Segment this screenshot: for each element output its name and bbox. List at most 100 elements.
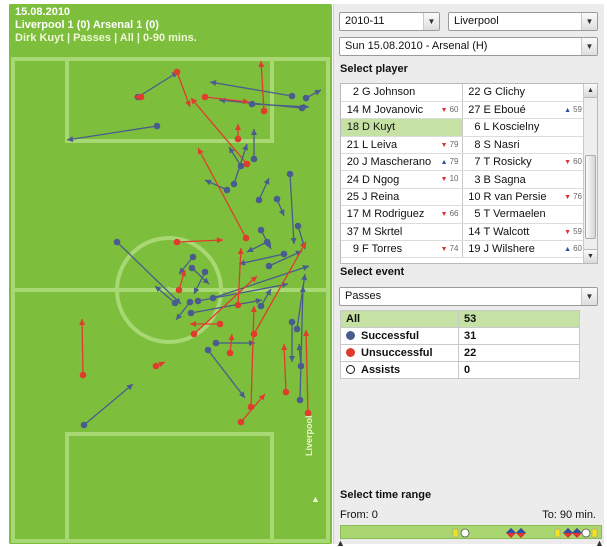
- player-row: 20 J Mascherano ▲ 79 7 T Rosicky ▼ 60: [341, 153, 585, 172]
- pass-arrowhead: [242, 98, 249, 105]
- player-cell[interactable]: 27 E Eboué ▲ 59: [462, 101, 585, 120]
- pass-arrowhead: [289, 356, 295, 362]
- player-cell[interactable]: 19 J Wilshere ▲ 60: [462, 240, 585, 259]
- unsuccessful-pass-origin: [243, 160, 251, 168]
- pass-arrowhead: [158, 361, 165, 368]
- stats-row-successful[interactable]: Successful 31: [340, 327, 580, 345]
- player-name: J Reina: [362, 191, 400, 204]
- stats-row-assists[interactable]: Assists 0: [340, 361, 580, 379]
- substitution-minute: 60: [573, 157, 582, 167]
- player-name: F Torres: [362, 243, 403, 256]
- successful-pass-origin: [288, 92, 296, 100]
- successful-pass-origin: [293, 325, 301, 333]
- sub-on-icon: ▲: [564, 106, 572, 114]
- successful-pass-line: [268, 250, 303, 267]
- successful-pass-line: [66, 125, 158, 141]
- scroll-down-icon[interactable]: ▼: [584, 249, 597, 263]
- player-row: 37 M Skrtel 14 T Walcott ▼ 59: [341, 223, 585, 242]
- pass-arrowhead: [194, 287, 200, 294]
- range-end-handle-icon[interactable]: ▲: [595, 538, 604, 547]
- player-cell[interactable]: 25 J Reina: [341, 188, 463, 207]
- player-cell[interactable]: 17 M Rodriguez ▼ 66: [341, 205, 463, 224]
- unsuccessful-pass-origin: [201, 93, 209, 101]
- substitution-minute: 79: [449, 157, 459, 167]
- unsuccessful-pass-origin: [152, 362, 160, 370]
- player-cell[interactable]: 37 M Skrtel: [341, 223, 463, 242]
- unsuccessful-pass-line: [250, 305, 255, 408]
- sub-off-icon: ▼: [440, 141, 448, 149]
- player-cell[interactable]: 10 R van Persie ▼ 76: [462, 188, 585, 207]
- unsuccessful-pass-origin: [79, 371, 87, 379]
- pass-arrowhead: [179, 267, 186, 274]
- match-select[interactable]: Sun 15.08.2010 - Arsenal (H) ▼: [339, 37, 598, 56]
- chevron-down-icon[interactable]: ▼: [581, 288, 597, 305]
- stats-row-all[interactable]: All 53: [340, 310, 580, 328]
- successful-pass-origin: [194, 297, 202, 305]
- successful-pass-origin: [255, 196, 263, 204]
- unsuccessful-pass-line: [305, 329, 309, 414]
- scroll-thumb[interactable]: [585, 155, 596, 239]
- player-cell[interactable]: 22 G Clichy: [462, 84, 585, 102]
- scroll-up-icon[interactable]: ▲: [584, 84, 597, 98]
- season-select[interactable]: 2010-11 ▼: [339, 12, 440, 31]
- player-name: G Johnson: [362, 86, 416, 99]
- chevron-down-icon[interactable]: ▼: [581, 13, 597, 30]
- player-cell[interactable]: 14 M Jovanovic ▼ 60: [341, 101, 463, 120]
- player-name: D Ngog: [362, 173, 400, 186]
- match-score: Liverpool 1 (0) Arsenal 1 (0): [15, 19, 159, 31]
- substitution-minute: 79: [449, 139, 459, 149]
- time-range-slider[interactable]: [340, 525, 602, 539]
- pass-arrowhead: [299, 286, 306, 293]
- pass-arrowhead: [237, 248, 244, 255]
- player-number: 2: [352, 86, 359, 99]
- unsuccessful-pass-line: [176, 71, 191, 108]
- yellow-card-icon: [452, 528, 459, 538]
- substitution-tag: ▲ 79: [441, 157, 459, 166]
- player-name: M Rodriguez: [362, 208, 425, 221]
- pass-arrowhead: [303, 330, 310, 337]
- player-list-scrollbar[interactable]: ▲ ▼: [583, 84, 597, 263]
- assists-ring-icon: [346, 365, 355, 374]
- player-number: 27: [468, 104, 481, 117]
- goal-icon: [581, 528, 591, 538]
- unsuccessful-pass-line: [81, 318, 84, 376]
- sub-off-icon: ▼: [564, 228, 572, 236]
- chevron-down-icon[interactable]: ▼: [423, 13, 439, 30]
- unsuccessful-pass-origin: [282, 388, 290, 396]
- event-select[interactable]: Passes ▼: [339, 287, 598, 306]
- pass-arrowhead: [250, 306, 257, 313]
- pass-arrowhead: [314, 90, 321, 96]
- chevron-down-icon[interactable]: ▼: [581, 38, 597, 55]
- player-cell[interactable]: 20 J Mascherano ▲ 79: [341, 153, 463, 172]
- player-row: 14 M Jovanovic ▼ 60 27 E Eboué ▲ 59: [341, 101, 585, 120]
- successful-pass-origin: [171, 299, 179, 307]
- player-cell[interactable]: 24 D Ngog ▼ 10: [341, 170, 463, 189]
- stats-row-unsuccessful[interactable]: Unsuccessful 22: [340, 344, 580, 362]
- match-events-timeline: [452, 528, 598, 538]
- unsuccessful-pass-origin: [137, 93, 145, 101]
- range-start-handle-icon[interactable]: ▲: [336, 538, 345, 547]
- successful-pass-origin: [204, 346, 212, 354]
- successful-pass-line: [251, 103, 310, 108]
- successful-pass-origin: [80, 421, 88, 429]
- player-cell[interactable]: 21 L Leiva ▼ 79: [341, 136, 463, 155]
- team-select[interactable]: Liverpool ▼: [448, 12, 598, 31]
- player-number: 18: [346, 121, 359, 134]
- player-cell[interactable]: 18 D Kuyt: [341, 118, 463, 137]
- pass-arrowhead: [185, 100, 191, 107]
- sub-off-icon: ▼: [564, 159, 572, 167]
- unsuccessful-pass-line: [204, 96, 250, 103]
- player-cell[interactable]: 14 T Walcott ▼ 59: [462, 223, 585, 242]
- successful-pass-origin: [294, 222, 302, 230]
- pass-arrowhead: [265, 289, 271, 296]
- time-from-label: From: 0: [340, 509, 378, 521]
- player-number: 22: [468, 86, 481, 99]
